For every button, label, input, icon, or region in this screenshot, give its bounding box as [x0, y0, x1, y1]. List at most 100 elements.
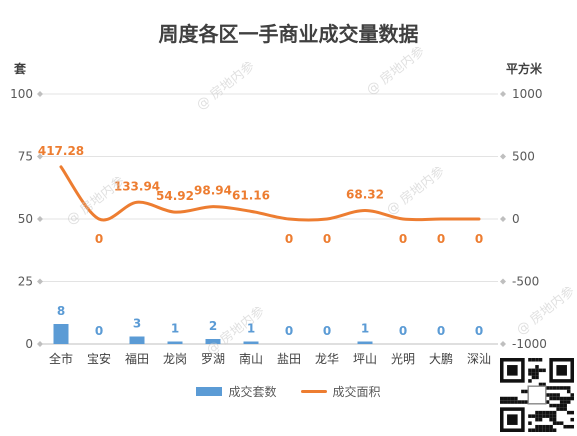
qr-module	[517, 400, 522, 404]
line-value-label: 54.92	[156, 189, 194, 203]
bar-value-label: 0	[399, 324, 407, 338]
qr-module	[559, 400, 564, 404]
x-tick-label: 龙华	[315, 352, 339, 366]
right-tick-label: 0	[512, 212, 520, 226]
line-value-label: 0	[285, 232, 293, 246]
qr-module	[542, 382, 546, 387]
right-tick-marker	[500, 341, 506, 347]
qr-module	[531, 428, 536, 432]
bar-value-label: 0	[323, 324, 331, 338]
qr-module	[528, 421, 532, 425]
bar-value-label: 1	[361, 322, 369, 336]
qr-module	[538, 382, 543, 387]
qr-module	[559, 386, 564, 390]
right-tick-label: 1000	[512, 87, 543, 101]
x-tick-label: 龙岗	[163, 352, 187, 366]
qr-module	[563, 386, 567, 390]
qr-module	[566, 400, 571, 404]
qr-module	[570, 396, 574, 401]
x-axis-labels: 全市 宝安 福田 龙岗 罗湖 南山 盐田 龙华 坪山 光明 大鹏 深汕	[49, 351, 491, 366]
legend-item-line[interactable]: 成交面积	[300, 383, 381, 400]
qr-code-icon	[500, 358, 574, 432]
legend-item-bar[interactable]: 成交套数	[196, 383, 277, 400]
qr-finder-core	[556, 365, 567, 376]
qr-module	[549, 396, 553, 401]
right-tick-label: -500	[512, 275, 539, 289]
qr-module	[538, 424, 543, 429]
qr-module	[528, 379, 532, 383]
qr-module	[556, 396, 560, 401]
qr-module	[556, 403, 560, 408]
qr-module	[549, 410, 553, 415]
bar-value-label: 0	[437, 324, 445, 338]
qr-module	[566, 410, 571, 415]
qr-module	[545, 414, 550, 418]
qr-module	[559, 403, 564, 408]
x-tick-label: 深汕	[467, 352, 491, 366]
line-value-label: 0	[323, 232, 331, 246]
qr-module	[503, 396, 508, 401]
qr-module	[535, 417, 539, 422]
left-axis-label: 套	[14, 62, 27, 76]
qr-module	[552, 396, 557, 401]
qr-module	[556, 407, 560, 411]
grid-lines	[42, 93, 498, 345]
bar	[357, 341, 373, 344]
left-tick-marker	[37, 153, 43, 160]
qr-module	[549, 403, 553, 408]
x-tick-label: 大鹏	[429, 352, 453, 366]
line-value-label: 0	[475, 232, 483, 246]
qr-module	[570, 424, 574, 429]
x-tick-label: 福田	[125, 351, 149, 366]
qr-module	[507, 396, 511, 401]
x-tick-label: 盐田	[277, 352, 301, 366]
qr-finder-core	[507, 365, 518, 376]
x-tick-label: 全市	[49, 351, 73, 366]
qr-module	[556, 393, 560, 397]
qr-module	[531, 358, 536, 362]
line-value-label: 61.16	[232, 188, 270, 202]
qr-module	[559, 396, 564, 401]
qr-module	[510, 396, 515, 401]
bar-value-label: 1	[171, 322, 179, 336]
line-value-label: 68.32	[346, 187, 384, 201]
qr-module	[531, 414, 536, 418]
qr-module	[514, 400, 518, 404]
qr-module	[524, 389, 529, 394]
qr-module	[566, 396, 571, 401]
qr-module	[566, 389, 571, 394]
qr-module	[538, 358, 543, 362]
bar-data-labels: 8 0 3 1 2 1 0 0 1 0 0 0	[57, 304, 483, 338]
qr-module	[542, 414, 546, 418]
line-series-area	[59, 165, 481, 222]
right-axis-label: 平方米	[506, 62, 543, 76]
left-tick-marker	[37, 216, 43, 222]
qr-module	[549, 414, 553, 418]
qr-module	[545, 428, 550, 432]
qr-module	[545, 424, 550, 429]
qr-module	[552, 414, 557, 418]
right-axis-ticks: -1000 -500 0 500 1000	[500, 87, 547, 351]
qr-module	[538, 368, 543, 373]
bar-value-label: 8	[57, 304, 65, 318]
line-value-label: 0	[95, 232, 103, 246]
qr-module	[514, 396, 518, 401]
bar-value-label: 0	[95, 324, 103, 338]
qr-module	[552, 417, 557, 422]
qr-logo	[527, 385, 547, 405]
legend-swatch-line	[300, 390, 327, 393]
qr-module	[545, 400, 550, 404]
x-tick-label: 坪山	[353, 352, 377, 366]
qr-module	[535, 424, 539, 429]
qr-module	[528, 372, 532, 376]
bar	[205, 339, 221, 344]
left-tick-label: 100	[10, 87, 33, 101]
right-tick-marker	[500, 278, 506, 285]
left-tick-marker	[37, 341, 43, 347]
qr-module	[535, 358, 539, 362]
qr-module	[559, 421, 564, 425]
bar	[129, 336, 145, 344]
qr-finder-core	[507, 414, 518, 425]
chart-title: 周度各区一手商业成交量数据	[158, 22, 419, 46]
